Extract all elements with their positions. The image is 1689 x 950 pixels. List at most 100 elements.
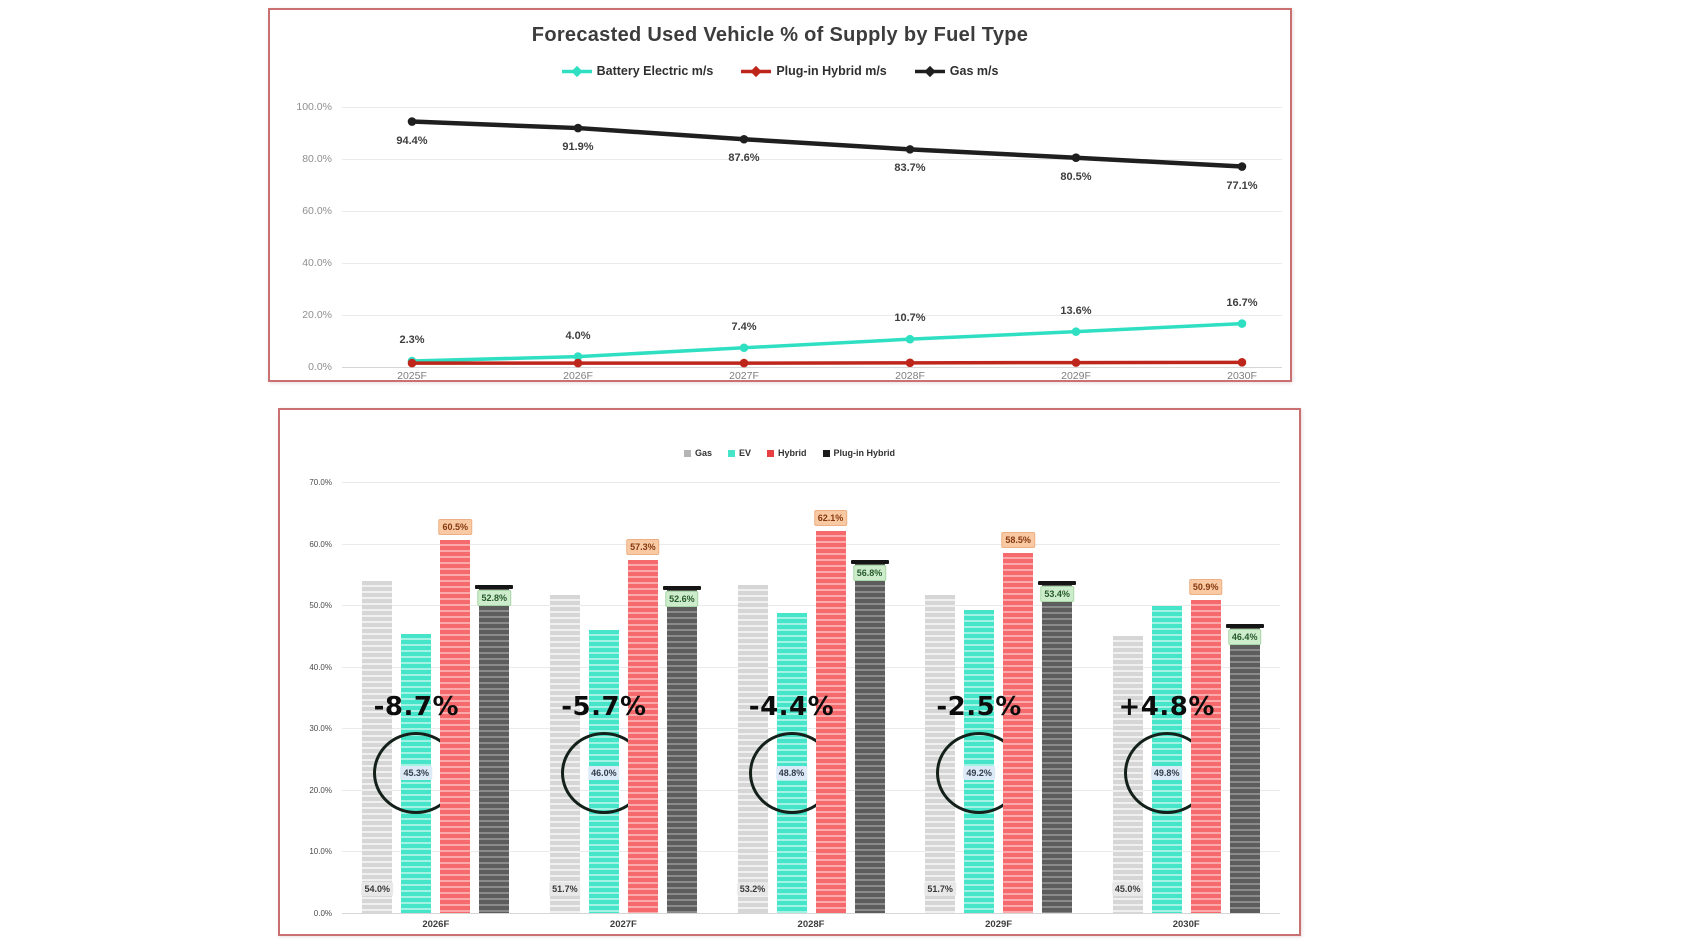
bar-value-label-hybrid: 50.9% [1188, 578, 1223, 595]
bar-hybrid-2026f [440, 540, 471, 913]
bar-value-label-gas: 45.0% [1111, 882, 1144, 896]
y-tick-label: 0.0% [313, 909, 332, 918]
x-tick-label: 2026F [422, 919, 450, 930]
bar-value-label-plug-in-hybrid: 46.4% [1227, 629, 1262, 646]
gridline-40 [342, 666, 1280, 668]
plug-in-bar-cap [1225, 624, 1264, 629]
delta-annotation-2029f: -2.5% [936, 692, 1022, 722]
legend-label-gas-m-s: Gas m/s [949, 64, 999, 78]
bar-chart-plot-area: 0.0% 10.0% 20.0% 30.0% 40.0% 50.0% 60.0% 70.0% 5… [280, 410, 1299, 934]
bar-plug-in-hybrid-2029f [1042, 584, 1073, 913]
legend-item-plug-in-hybrid: Plug-in Hybrid [822, 448, 896, 458]
y-tick-label: 50.0% [309, 601, 332, 611]
bar-chart-legend: Gas EV Hybrid Plug-in Hybrid [280, 448, 1299, 458]
plug-in-hybrid-marker-icon [822, 449, 830, 457]
line-series-svg [407, 117, 1247, 368]
legend-item-battery-electric-m-s: Battery Electric m/s [561, 64, 714, 78]
x-tick-label: 2030F [1227, 370, 1257, 382]
x-tick-label: 2027F [609, 919, 637, 930]
plug-in-bar-cap [850, 560, 889, 565]
data-label-battery-electric-m-s: 7.4% [731, 320, 757, 333]
data-label-battery-electric-m-s: 13.6% [1060, 304, 1092, 317]
x-tick-label: 2028F [895, 370, 925, 382]
series-battery-electric-m-s [407, 319, 1247, 366]
gridline-70 [342, 482, 1280, 483]
legend-label-plug-in-hybrid-m-s: Plug-in Hybrid m/s [776, 64, 887, 78]
legend-label-battery-electric-m-s: Battery Electric m/s [596, 64, 714, 78]
y-tick-label: 20.0% [309, 785, 332, 795]
ev-marker-icon [727, 449, 735, 457]
gridline-80 [342, 159, 1282, 160]
y-tick-label: 70.0% [309, 478, 332, 487]
gridline-50 [342, 605, 1280, 607]
y-tick-label: 40.0% [309, 662, 332, 672]
y-tick-label: 60.0% [309, 539, 332, 549]
legend-label-ev: EV [738, 448, 751, 458]
hybrid-marker-icon [767, 449, 774, 457]
line-chart-title: Forecasted Used Vehicle % of Supply by F… [531, 24, 1029, 46]
bar-value-label-ev: 45.3% [400, 766, 433, 780]
gas-marker-icon [683, 449, 691, 457]
bar-value-label-plug-in-hybrid: 53.4% [1040, 586, 1074, 603]
delta-annotation-2028f: -4.4% [748, 692, 835, 722]
gridline-30 [342, 728, 1280, 730]
x-tick-label: 2025F [397, 370, 427, 382]
data-label-gas-m-s: 91.9% [562, 141, 594, 154]
bar-value-label-ev: 49.8% [1150, 766, 1183, 780]
x-tick-label: 2029F [1061, 370, 1091, 382]
legend-label-plug-in-hybrid: Plug-in Hybrid [833, 448, 896, 458]
x-tick-label: 2026F [563, 370, 593, 382]
bar-hybrid-2028f [815, 530, 846, 913]
bar-value-label-plug-in-hybrid: 52.8% [477, 589, 512, 606]
gridline-10 [342, 851, 1280, 853]
bar-value-label-hybrid: 57.3% [626, 539, 660, 556]
bar-value-label-ev: 48.8% [775, 766, 808, 780]
data-label-battery-electric-m-s: 10.7% [894, 312, 926, 325]
y-tick-label: 100.0% [296, 101, 332, 113]
line-chart-plot-area: 0.0% 20.0% 40.0% 60.0% 80.0% 100.0% 2025F 2026F… [270, 10, 1290, 382]
data-label-gas-m-s: 94.4% [396, 134, 428, 147]
legend-item-gas-m-s: Gas m/s [914, 64, 999, 78]
y-tick-label: 0.0% [308, 361, 332, 373]
y-tick-label: 80.0% [302, 153, 332, 165]
legend-item-hybrid: Hybrid [767, 448, 807, 458]
x-tick-label: 2029F [985, 919, 1013, 930]
x-tick-label: 2030F [1172, 919, 1200, 930]
gas-m-s-marker-icon [914, 65, 945, 77]
bar-plug-in-hybrid-2030f [1229, 627, 1260, 913]
legend-item-ev: EV [727, 448, 751, 458]
bar-value-label-plug-in-hybrid: 56.8% [852, 565, 887, 582]
data-label-battery-electric-m-s: 4.0% [565, 329, 591, 342]
bar-value-label-hybrid: 62.1% [813, 509, 848, 526]
data-label-gas-m-s: 83.7% [894, 162, 926, 175]
y-tick-label: 30.0% [309, 724, 332, 734]
data-label-battery-electric-m-s: 2.3% [399, 334, 425, 347]
gridline-20 [342, 315, 1282, 316]
bar-value-label-ev: 46.0% [588, 766, 620, 780]
legend-label-gas: Gas [694, 448, 712, 458]
gridline-60 [342, 211, 1282, 212]
bar-value-label-gas: 54.0% [361, 882, 394, 896]
gridline-0 [342, 367, 1282, 368]
data-label-battery-electric-m-s: 16.7% [1226, 296, 1258, 309]
bar-value-label-gas: 53.2% [736, 882, 769, 896]
bar-value-label-ev: 49.2% [963, 766, 995, 780]
data-label-gas-m-s: 80.5% [1060, 170, 1092, 183]
series-gas-m-s [407, 117, 1247, 171]
y-tick-label: 10.0% [309, 847, 332, 857]
bar-value-label-hybrid: 58.5% [1001, 531, 1035, 548]
gridline-60 [342, 543, 1280, 545]
y-tick-label: 20.0% [302, 309, 332, 321]
series-plug-in-hybrid-m-s [407, 358, 1247, 368]
bar-value-label-hybrid: 60.5% [438, 519, 473, 536]
delta-annotation-2030f: +4.8% [1118, 692, 1215, 722]
bar-chart-panel: Gas EV Hybrid Plug-in Hybrid 0.0% 10.0% 20.0%… [278, 408, 1301, 936]
bar-hybrid-2027f [627, 560, 658, 913]
bar-value-label-plug-in-hybrid: 52.6% [665, 591, 699, 608]
gridline-40 [342, 263, 1282, 264]
plug-in-hybrid-m-s-marker-icon [741, 65, 772, 77]
bar-plug-in-hybrid-2026f [479, 587, 510, 913]
y-tick-label: 60.0% [302, 205, 332, 217]
plug-in-bar-cap [1038, 581, 1077, 586]
